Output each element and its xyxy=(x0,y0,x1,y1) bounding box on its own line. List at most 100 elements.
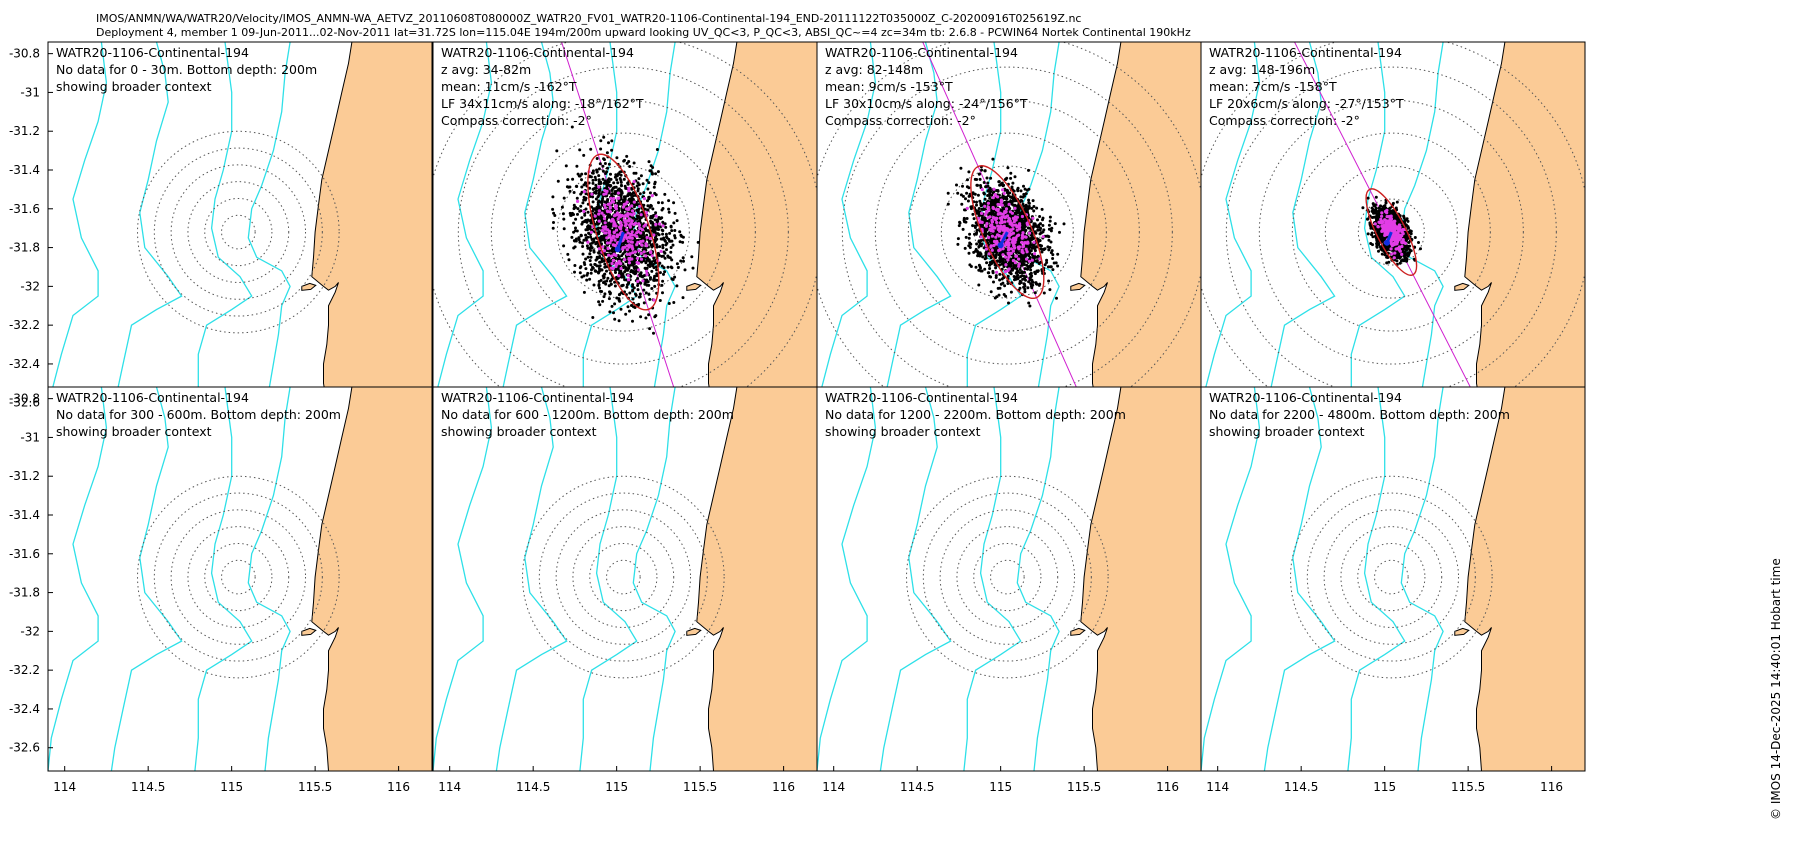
lowpass-point xyxy=(626,274,630,278)
current-point xyxy=(654,172,658,176)
current-point xyxy=(1051,257,1055,260)
current-point xyxy=(994,276,998,279)
current-point xyxy=(1028,304,1032,308)
current-point xyxy=(601,177,605,181)
speed-ring-40 xyxy=(940,165,1074,299)
current-point xyxy=(600,238,603,242)
lowpass-point xyxy=(1015,215,1019,219)
current-point xyxy=(631,269,635,273)
current-point xyxy=(652,331,655,335)
current-point xyxy=(570,211,574,215)
current-point xyxy=(642,246,646,250)
current-point xyxy=(1027,201,1031,205)
current-point xyxy=(592,240,596,243)
panel-plot-area xyxy=(48,42,432,426)
current-point xyxy=(608,184,612,188)
current-point xyxy=(1374,195,1378,199)
current-point xyxy=(591,265,594,269)
current-point xyxy=(1051,253,1055,257)
current-point xyxy=(597,174,601,178)
current-point xyxy=(660,254,664,258)
mean-vector-head xyxy=(997,242,1004,249)
current-point xyxy=(1043,263,1047,267)
current-point xyxy=(983,234,987,238)
current-point xyxy=(661,246,665,250)
current-point xyxy=(661,279,665,283)
current-point xyxy=(961,227,965,231)
current-point xyxy=(639,174,643,178)
current-point xyxy=(960,202,964,206)
lowpass-point xyxy=(1008,219,1012,223)
current-point xyxy=(636,284,640,287)
current-point xyxy=(1026,267,1030,271)
current-point xyxy=(609,224,613,228)
lowpass-point xyxy=(612,196,616,201)
current-point xyxy=(623,198,627,202)
lowpass-point xyxy=(623,258,627,262)
header-line-1: IMOS/ANMN/WA/WATR20/Velocity/IMOS_ANMN-W… xyxy=(96,12,1081,25)
lowpass-point xyxy=(625,248,629,252)
current-point xyxy=(583,263,587,266)
current-point xyxy=(982,191,986,195)
current-point xyxy=(653,180,657,184)
current-point xyxy=(1011,197,1015,201)
current-point xyxy=(1023,287,1027,291)
current-point xyxy=(578,240,582,244)
current-point xyxy=(612,186,616,190)
current-point xyxy=(975,203,978,207)
current-point xyxy=(579,265,583,269)
variance-ellipse xyxy=(970,165,1045,300)
current-point xyxy=(1033,245,1037,249)
lowpass-point xyxy=(980,187,984,192)
current-point xyxy=(1048,219,1052,223)
lowpass-point xyxy=(590,192,594,196)
current-point xyxy=(1046,234,1050,238)
lowpass-point xyxy=(1011,259,1015,263)
lowpass-point xyxy=(609,196,613,200)
lowpass-point xyxy=(629,233,633,237)
current-point xyxy=(647,160,651,164)
current-point xyxy=(984,227,988,231)
current-point xyxy=(1047,238,1051,242)
current-point xyxy=(595,170,599,174)
current-point xyxy=(591,316,595,319)
current-point xyxy=(1039,247,1043,251)
lowpass-point xyxy=(992,239,997,244)
lowpass-point xyxy=(640,228,645,232)
current-point xyxy=(676,266,680,269)
current-point xyxy=(617,187,621,191)
current-point xyxy=(646,208,650,212)
current-point xyxy=(625,283,629,287)
lowpass-point xyxy=(661,224,665,228)
current-point xyxy=(630,304,633,307)
current-point xyxy=(570,235,574,239)
current-point xyxy=(588,186,592,190)
current-point xyxy=(1023,267,1027,271)
isobath-line-2 xyxy=(1347,42,1406,426)
current-point xyxy=(673,236,677,240)
current-point xyxy=(591,209,595,213)
lowpass-point xyxy=(639,213,643,217)
current-point xyxy=(986,194,990,197)
lowpass-point xyxy=(1008,228,1012,232)
isobath-line-2 xyxy=(579,42,638,426)
current-point xyxy=(975,200,978,204)
current-point xyxy=(1056,252,1060,256)
lowpass-point xyxy=(1004,263,1008,267)
current-point xyxy=(584,236,588,240)
lowpass-point xyxy=(628,212,632,216)
current-point xyxy=(976,193,980,197)
lowpass-point xyxy=(989,245,993,249)
lowpass-point xyxy=(1011,249,1015,253)
lowpass-point xyxy=(1016,245,1020,249)
lowpass-point xyxy=(1001,212,1005,216)
current-point xyxy=(1047,279,1051,283)
current-point xyxy=(551,195,555,199)
speed-ring-40 xyxy=(204,197,273,267)
lowpass-point xyxy=(1007,253,1011,257)
current-point xyxy=(1022,285,1026,289)
lowpass-point xyxy=(997,234,1001,238)
current-point xyxy=(956,237,960,241)
current-point xyxy=(646,187,650,191)
current-point xyxy=(610,304,614,308)
